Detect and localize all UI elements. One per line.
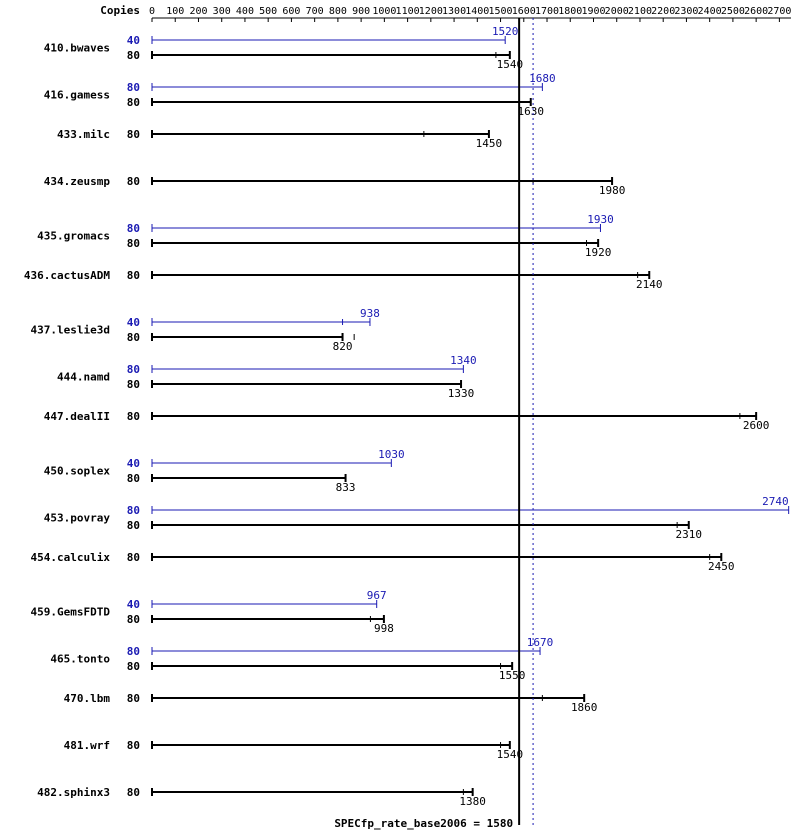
bar-value-label: 1930 (587, 213, 614, 226)
x-tick-label: 700 (306, 6, 324, 17)
bar-value-label: 2140 (636, 278, 663, 291)
bar-value-label: 1980 (599, 184, 626, 197)
x-tick-label: 1100 (396, 6, 420, 17)
bar-value-label: 1380 (459, 795, 486, 808)
bar-value-label: 2600 (743, 419, 770, 432)
copies-value: 80 (127, 551, 140, 564)
benchmark-label: 453.povray (44, 512, 111, 525)
bar-value-label: 938 (360, 307, 380, 320)
x-tick-label: 2500 (721, 6, 745, 17)
x-tick-label: 1300 (442, 6, 466, 17)
x-tick-label: 2300 (674, 6, 698, 17)
x-tick-label: 1600 (512, 6, 536, 17)
bar-value-label: 1330 (448, 387, 475, 400)
benchmark-label: 437.leslie3d (31, 324, 110, 337)
x-tick-label: 300 (213, 6, 231, 17)
x-tick-label: 1000 (372, 6, 396, 17)
benchmark-label: 435.gromacs (37, 230, 110, 243)
bar-value-label: 2310 (676, 528, 703, 541)
copies-value: 80 (127, 96, 140, 109)
copies-value: 80 (127, 504, 140, 517)
x-tick-label: 500 (259, 6, 277, 17)
x-tick-label: 0 (149, 6, 155, 17)
x-tick-label: 2100 (628, 6, 652, 17)
bar-value-label: 2450 (708, 560, 735, 573)
copies-value: 80 (127, 222, 140, 235)
bar-value-label: 833 (336, 481, 356, 494)
copies-value: 80 (127, 269, 140, 282)
x-tick-label: 800 (329, 6, 347, 17)
benchmark-label: 444.namd (57, 371, 110, 384)
x-tick-label: 1200 (419, 6, 443, 17)
benchmark-label: 465.tonto (50, 653, 110, 666)
copies-value: 80 (127, 128, 140, 141)
benchmark-label: 450.soplex (44, 465, 111, 478)
bar-value-label: 1450 (476, 137, 503, 150)
benchmark-label: 436.cactusADM (24, 269, 110, 282)
bar-value-label: 1030 (378, 448, 405, 461)
spec-chart: Copies 0 100 200 300 400 500 600 700 800 900100011… (0, 0, 799, 831)
benchmark-label: 481.wrf (64, 739, 110, 752)
bar-value-label: 1520 (492, 25, 519, 38)
x-tick-label: 2200 (651, 6, 675, 17)
bar-value-label: 1920 (585, 246, 612, 259)
benchmark-label: 447.dealII (44, 410, 110, 423)
x-tick-label: 200 (189, 6, 207, 17)
copies-value: 80 (127, 378, 140, 391)
benchmark-label: 433.milc (57, 128, 110, 141)
x-tick-label: 2700 (767, 6, 791, 17)
x-tick-label: 1700 (535, 6, 559, 17)
x-tick-label: 1400 (465, 6, 489, 17)
x-tick-label: 600 (282, 6, 300, 17)
benchmark-label: 470.lbm (64, 692, 111, 705)
copies-value: 80 (127, 645, 140, 658)
bar-value-label: 1550 (499, 669, 526, 682)
x-tick-label: 1800 (558, 6, 582, 17)
copies-value: 80 (127, 613, 140, 626)
copies-value: 80 (127, 739, 140, 752)
copies-value: 80 (127, 363, 140, 376)
bar-value-label: 820 (333, 340, 353, 353)
benchmark-label: 410.bwaves (44, 42, 110, 55)
copies-value: 80 (127, 175, 140, 188)
copies-value: 80 (127, 237, 140, 250)
bar-value-label: 998 (374, 622, 394, 635)
bar-value-label: 1670 (527, 636, 554, 649)
x-tick-label: 2000 (605, 6, 629, 17)
copies-value: 80 (127, 786, 140, 799)
copies-header: Copies (100, 4, 140, 17)
x-tick-label: 100 (166, 6, 184, 17)
x-tick-label: 2400 (698, 6, 722, 17)
copies-value: 80 (127, 692, 140, 705)
benchmark-label: 454.calculix (31, 551, 111, 564)
x-tick-label: 1500 (488, 6, 512, 17)
copies-value: 80 (127, 410, 140, 423)
copies-value: 80 (127, 519, 140, 532)
copies-value: 80 (127, 472, 140, 485)
benchmark-label: 434.zeusmp (44, 175, 111, 188)
x-tick-label: 2600 (744, 6, 768, 17)
x-tick-label: 900 (352, 6, 370, 17)
bar-value-label: 1340 (450, 354, 477, 367)
reference-label-base: SPECfp_rate_base2006 = 1580 (334, 817, 513, 830)
x-tick-label: 400 (236, 6, 254, 17)
copies-value: 40 (127, 316, 140, 329)
bar-value-label: 2740 (762, 495, 789, 508)
benchmark-label: 416.gamess (44, 89, 110, 102)
x-tick-label: 1900 (581, 6, 605, 17)
copies-value: 40 (127, 457, 140, 470)
copies-value: 80 (127, 49, 140, 62)
bar-value-label: 1860 (571, 701, 598, 714)
copies-value: 80 (127, 331, 140, 344)
benchmark-label: 459.GemsFDTD (31, 606, 111, 619)
benchmark-label: 482.sphinx3 (37, 786, 110, 799)
bar-value-label: 967 (367, 589, 387, 602)
copies-value: 40 (127, 598, 140, 611)
copies-value: 80 (127, 81, 140, 94)
bar-value-label: 1630 (518, 105, 545, 118)
copies-value: 80 (127, 660, 140, 673)
copies-value: 40 (127, 34, 140, 47)
